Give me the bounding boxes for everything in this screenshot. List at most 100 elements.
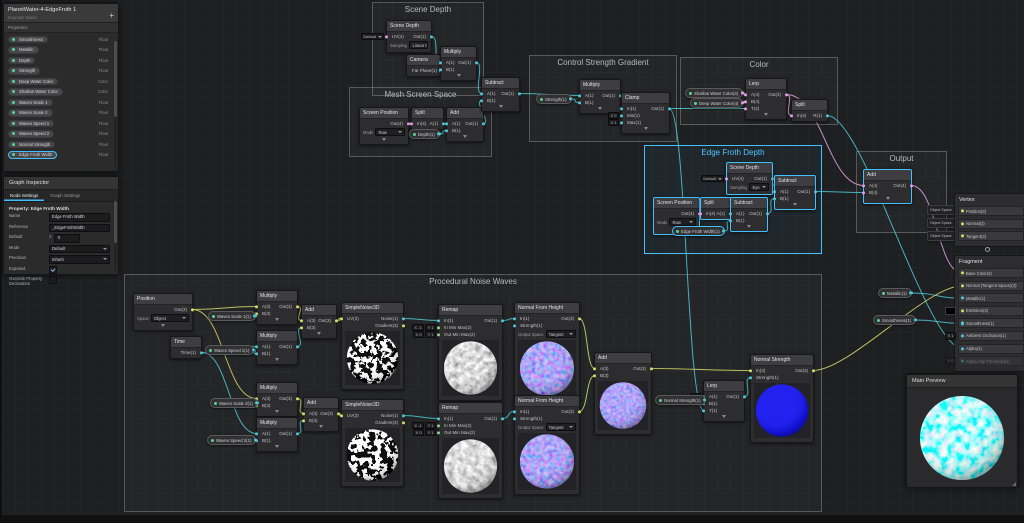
reference-field[interactable]: _EdgeFrothWidth xyxy=(49,223,110,232)
collapse-chevron-icon[interactable] xyxy=(622,126,669,131)
input-port[interactable] xyxy=(445,121,449,126)
input-port[interactable] xyxy=(593,373,597,378)
port-field[interactable]: Y 1 xyxy=(425,330,436,339)
collapse-chevron-icon[interactable] xyxy=(302,331,336,336)
input-port[interactable] xyxy=(961,334,965,338)
node-multiply[interactable]: Multiply A(3) Out(3) B(3) xyxy=(255,382,299,417)
exposed-checkbox[interactable] xyxy=(49,266,57,274)
input-port[interactable] xyxy=(302,418,306,423)
input-port[interactable] xyxy=(862,190,866,195)
blackboard-property-waves-scale-1[interactable]: Waves Scale 1 xyxy=(8,98,53,106)
node-split[interactable]: Split In(4) A(1) xyxy=(410,107,445,130)
stack-row-base-color-3[interactable]: Base Color(3) xyxy=(958,268,1024,278)
node-scene-depth[interactable]: Scene Depth Default UV(4) Out(1) Sampling Lin… xyxy=(360,20,433,53)
color-swatch[interactable] xyxy=(945,307,956,315)
precision-dropdown[interactable]: Inherit xyxy=(49,255,110,264)
property-pill-object-space[interactable]: Object Space xyxy=(927,205,958,215)
node-time[interactable]: Time Time(1) xyxy=(170,336,203,359)
graph-inspector-panel[interactable]: Graph Inspector Node Settings Graph Setti… xyxy=(3,176,119,286)
collapse-chevron-icon[interactable] xyxy=(257,317,297,322)
input-port[interactable] xyxy=(725,176,729,181)
collapse-chevron-icon[interactable] xyxy=(775,202,815,207)
input-port[interactable] xyxy=(513,416,517,421)
input-port[interactable] xyxy=(961,271,965,275)
input-port[interactable] xyxy=(300,325,304,330)
property-pill-depth-1[interactable]: Depth(1) xyxy=(409,129,441,139)
blackboard-header[interactable]: PlanetWater-4-EdgeFroth 1 Example Island… xyxy=(4,4,118,23)
collapse-chevron-icon[interactable] xyxy=(360,137,408,142)
input-port[interactable] xyxy=(340,413,344,418)
stack-row-metallic-1[interactable]: Metallic(1) xyxy=(958,293,1024,304)
input-port[interactable] xyxy=(961,346,965,351)
node-dropdown[interactable]: Tangent xyxy=(545,329,576,339)
input-port[interactable] xyxy=(437,332,441,337)
input-port[interactable] xyxy=(593,366,597,371)
input-port[interactable] xyxy=(578,93,582,98)
collapse-chevron-icon[interactable] xyxy=(257,409,297,414)
stack-row-tangent-3[interactable]: Tangent(3) xyxy=(958,231,1024,242)
node-add[interactable]: Add A(3) Out(3) B(3) xyxy=(593,352,653,435)
node-dropdown[interactable]: Object xyxy=(150,313,189,323)
input-port[interactable] xyxy=(961,309,965,313)
input-port[interactable] xyxy=(513,316,517,321)
collapse-chevron-icon[interactable] xyxy=(304,424,338,429)
property-pill-deep-water-color-4[interactable]: Deep Water Color(4) xyxy=(690,98,745,108)
override-property-declaration-checkbox[interactable] xyxy=(49,276,57,284)
input-port[interactable] xyxy=(961,222,965,226)
node-add[interactable]: Add A(4) Out(4) B(4) xyxy=(862,169,913,204)
collapse-chevron-icon[interactable] xyxy=(134,323,192,328)
output-port[interactable] xyxy=(909,291,913,295)
node-multiply[interactable]: Multiply A(3) Out(3) B(3) xyxy=(255,290,299,325)
input-port[interactable] xyxy=(437,325,441,330)
property-pill-waves-scale-1-1[interactable]: Waves Scale 1(1) xyxy=(208,311,257,321)
node-multiply[interactable]: Multiply A(1) Out(1) B(1) xyxy=(578,79,622,114)
blackboard-property-waves-speed-1[interactable]: Waves Speed 1 xyxy=(8,119,55,127)
property-pill-metallic-1[interactable]: Metallic(1) xyxy=(878,288,913,298)
input-port[interactable] xyxy=(302,411,306,416)
node-split[interactable]: Split In(4) R(1) xyxy=(790,99,829,122)
input-port[interactable] xyxy=(729,218,733,223)
input-port[interactable] xyxy=(255,304,259,309)
input-port[interactable] xyxy=(702,408,706,413)
input-port[interactable] xyxy=(961,321,965,325)
collapse-chevron-icon[interactable] xyxy=(447,134,483,139)
input-port[interactable] xyxy=(437,416,441,421)
resize-handle[interactable] xyxy=(1012,482,1016,486)
input-port[interactable] xyxy=(961,209,965,213)
input-port[interactable] xyxy=(744,106,748,111)
input-port[interactable] xyxy=(480,91,484,96)
add-property-button[interactable]: + xyxy=(109,10,114,20)
stack-row-alpha-clip-threshold-1[interactable]: Alpha Clip Threshold(1) X 0 xyxy=(944,356,1024,367)
tab-node-settings[interactable]: Node Settings xyxy=(4,190,44,201)
collapse-chevron-icon[interactable] xyxy=(580,106,620,111)
stack-row-alpha-1[interactable]: Alpha(1) xyxy=(958,343,1024,354)
property-pill-edge-froth-width-1[interactable]: Edge Froth Width(1) xyxy=(672,226,726,236)
input-port[interactable] xyxy=(729,211,733,216)
output-port[interactable] xyxy=(401,323,405,328)
node-split[interactable]: Split In(4) A(1) xyxy=(699,197,732,220)
node-normal-from-height[interactable]: Normal From Height In(1) Out(3) Strength(1)… xyxy=(513,302,581,402)
property-pill-strength-1[interactable]: Strength(1) xyxy=(536,94,573,104)
input-port[interactable] xyxy=(961,359,965,363)
input-port[interactable] xyxy=(340,316,344,321)
collapse-chevron-icon[interactable] xyxy=(257,357,297,362)
node-subtract[interactable]: Subtract A(1) Out(1) B(1) xyxy=(773,175,817,210)
node-scene-depth[interactable]: Scene Depth Default UV(4) Out(1) Sampling Eye xyxy=(700,162,774,195)
node-add[interactable]: Add A(3) Out(3) B(3) xyxy=(302,397,340,432)
input-port[interactable] xyxy=(437,318,441,323)
stack-row-ambient-occlusion-1[interactable]: Ambient Occlusion(1) X 1 xyxy=(944,330,1024,341)
node-dropdown[interactable]: Raw xyxy=(375,127,405,137)
input-port[interactable] xyxy=(300,318,304,323)
input-port[interactable] xyxy=(699,211,703,216)
blackboard-property-shallow-water-color[interactable]: Shallow Water Color xyxy=(8,88,64,96)
default-value-field[interactable]: 0 xyxy=(53,234,80,243)
input-port[interactable] xyxy=(744,99,748,104)
input-port[interactable] xyxy=(439,67,443,72)
node-normal-strength[interactable]: Normal Strength In(3) Out(3) Strength(1) xyxy=(749,354,815,443)
properties-section-label[interactable]: Properties xyxy=(4,22,118,33)
port-field[interactable]: X 1 xyxy=(944,332,956,340)
input-port[interactable] xyxy=(513,323,517,328)
property-pill-waves-speed-2-1[interactable]: Waves Speed 2(1) xyxy=(207,435,258,445)
property-pill-waves-scale-2-1[interactable]: Waves Scale 2(1) xyxy=(210,398,259,408)
